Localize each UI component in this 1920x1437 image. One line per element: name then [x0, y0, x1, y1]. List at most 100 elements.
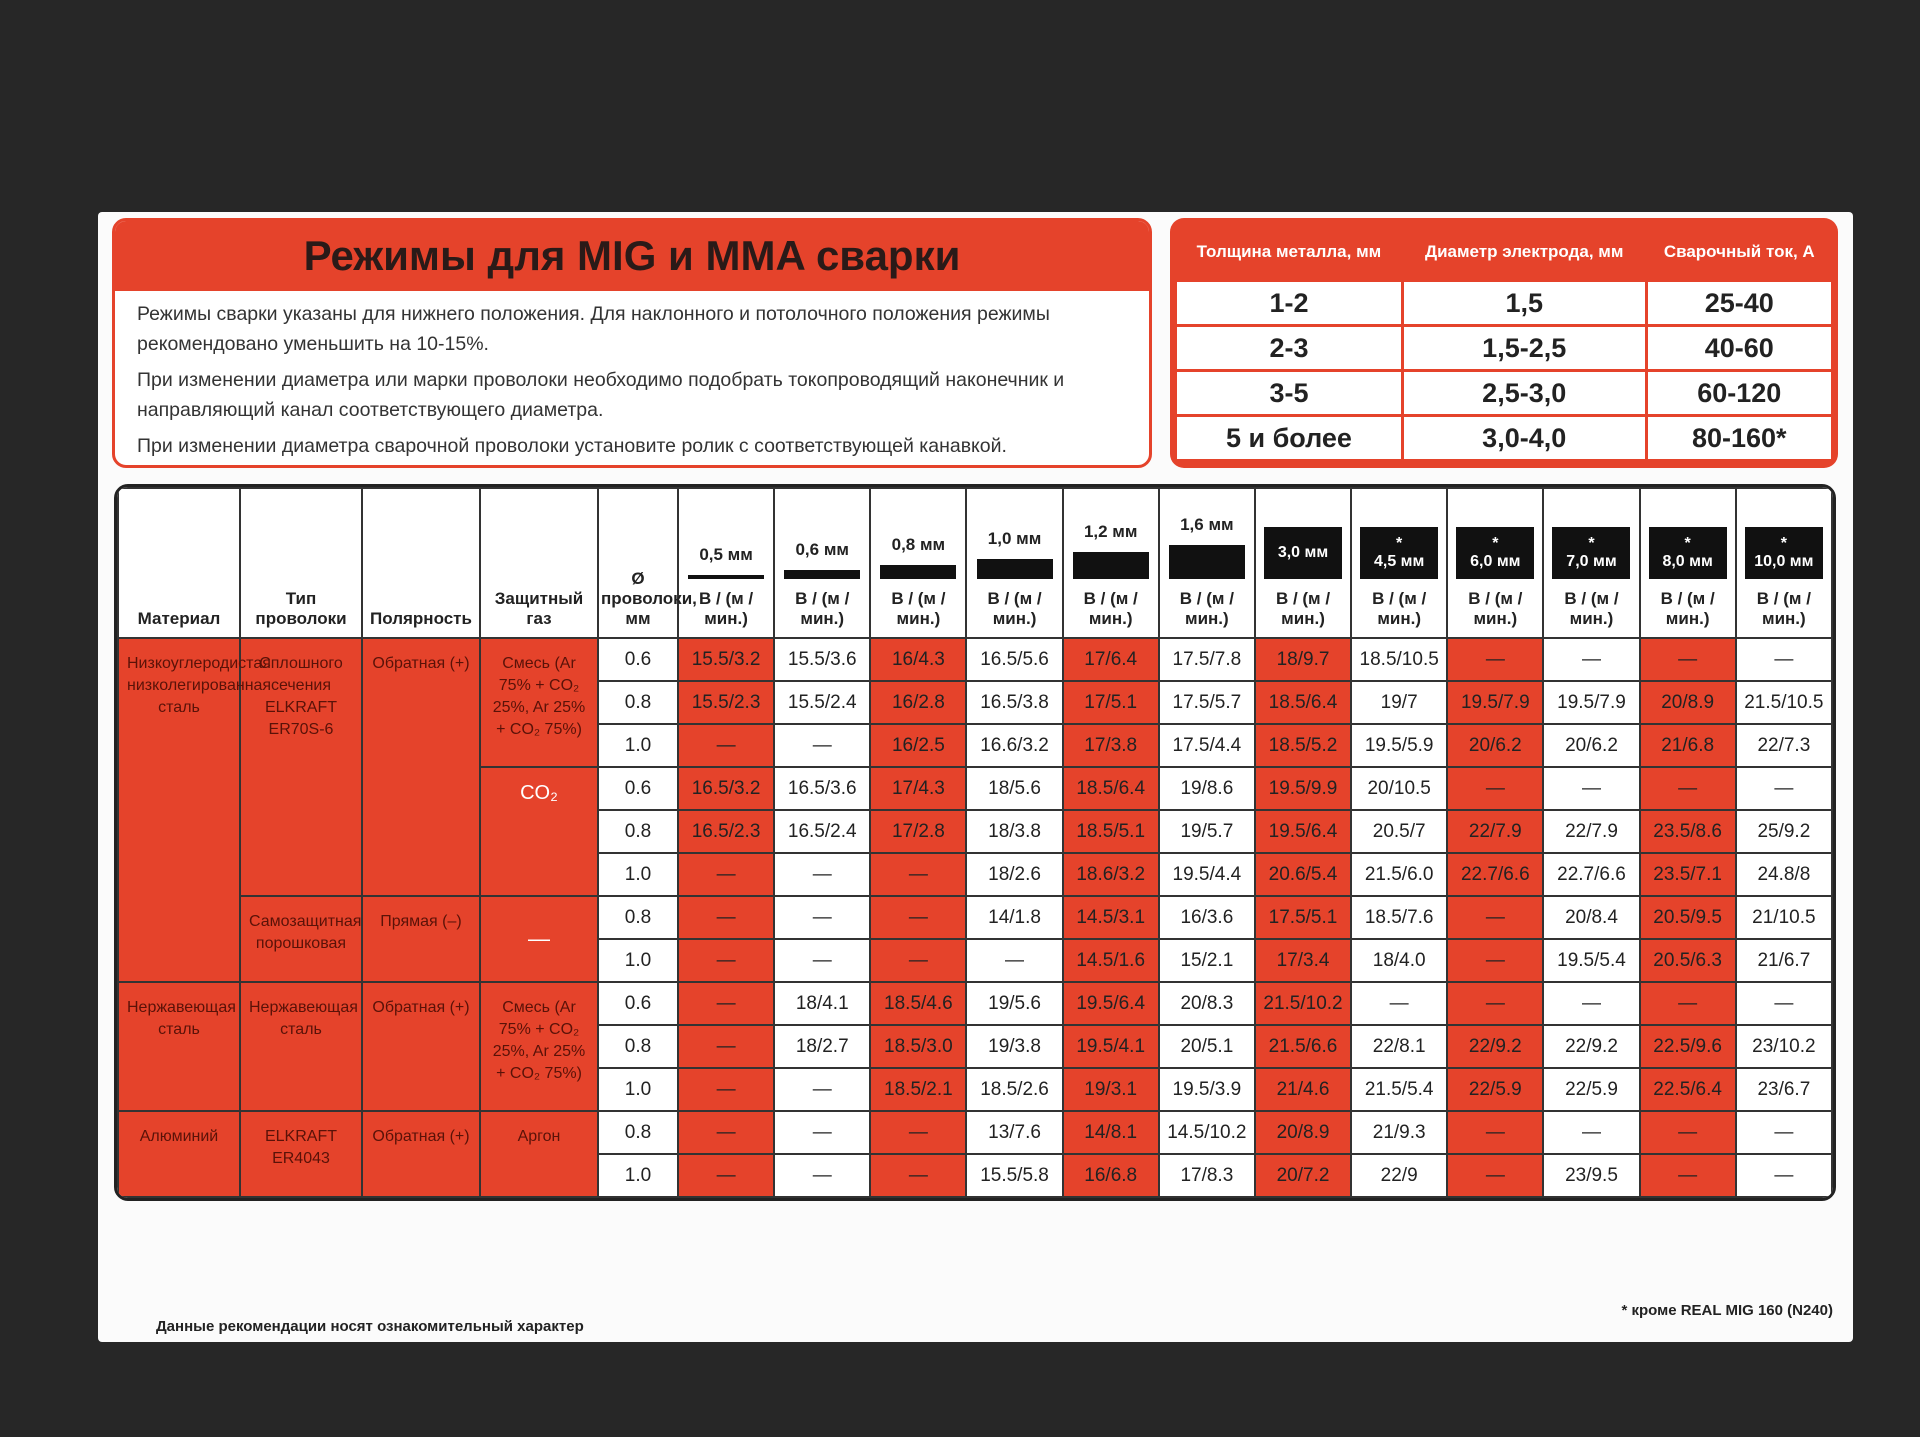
thickness-header: * 8,0 мм В / (м / мин.) [1638, 487, 1737, 639]
mode-value: — [773, 1110, 872, 1155]
thickness-header: 1,0 мм В / (м / мин.) [965, 487, 1064, 639]
mode-value: — [1734, 1153, 1833, 1198]
cell: 80-160* [1647, 417, 1831, 459]
mode-value: 22/7.9 [1446, 809, 1545, 854]
mode-value: 21.5/6.6 [1253, 1024, 1353, 1069]
mode-value: — [1350, 981, 1449, 1026]
main-table-frame: Материал Тип проволоки Полярность Защитный … [114, 484, 1836, 1201]
mode-value: — [676, 1024, 776, 1069]
mode-value: 19/3.1 [1061, 1067, 1160, 1112]
mode-value: 16.5/5.6 [965, 637, 1064, 682]
mode-value: — [1446, 981, 1545, 1026]
mode-value: — [676, 723, 776, 768]
mode-value: — [869, 938, 968, 983]
mode-value: 19.5/5.4 [1542, 938, 1641, 983]
data-row: Низкоуглеродистая низколегированная стал… [117, 637, 1833, 983]
thickness-label: 10,0 мм [1754, 553, 1814, 570]
polaritie: Прямая (–) [361, 895, 481, 983]
material: Низкоуглеродистая низколегированная стал… [117, 637, 271, 983]
mode-value: 16/3.6 [1157, 895, 1256, 940]
wire-diameter: 0.8 [597, 895, 679, 940]
mode-value: — [1446, 1110, 1545, 1155]
material: Алюминий [117, 1110, 241, 1198]
wire-diameter: 0.8 [597, 1024, 679, 1069]
thickness-icon [688, 575, 765, 579]
mode-value: — [869, 1110, 968, 1155]
mode-value: 16/2.8 [869, 680, 968, 725]
column-header: Сварочный ток, А [1663, 242, 1815, 261]
mode-value: 21/4.6 [1253, 1067, 1353, 1112]
mode-value: 17/3.4 [1253, 938, 1353, 983]
thickness-icon: * 7,0 мм [1552, 527, 1631, 579]
mode-value: 17/4.3 [869, 766, 968, 811]
mode-value: — [1734, 766, 1833, 811]
thickness-label: 7,0 мм [1566, 553, 1617, 570]
data-row: 0.8 16.5/2.3 16.5/2.4 17/2.8 18/3.8 18.5/5.1 1… [118, 809, 1833, 854]
mode-value: — [869, 852, 968, 897]
thickness-label: 0,8 мм [891, 535, 946, 554]
electrode-header: Толщина металла, мм Диаметр электрода, мм… [1177, 225, 1831, 279]
data-row: 0.8—18/2.7 18.5/3.0 19/3.8 19.5/4.1 20/5.1 21… [118, 1024, 1833, 1069]
column-header: Защитный газ [479, 487, 599, 639]
mode-value: 22/5.9 [1446, 1067, 1545, 1112]
thickness-label: 3,0 мм [1277, 544, 1329, 561]
mode-value: 18.5/10.5 [1350, 637, 1449, 682]
mode-value: 18.6/3.2 [1061, 852, 1160, 897]
electrode-table: Толщина металла, мм Диаметр электрода, мм… [1170, 218, 1838, 468]
unit: В / (м / мин.) [1083, 589, 1138, 628]
cell: 2,5-3,0 [1403, 372, 1645, 414]
mode-value: — [773, 895, 872, 940]
mode-value: 23.5/8.6 [1638, 809, 1737, 854]
cell: 1,5-2,5 [1403, 327, 1645, 369]
wire-diameter: 0.8 [597, 680, 679, 725]
mode-value: 18.5/2.6 [965, 1067, 1064, 1112]
unit: В / (м / мин.) [1468, 589, 1523, 628]
mode-value: 20/8.3 [1157, 981, 1256, 1026]
note: При изменении диаметра сварочной проволо… [137, 435, 1007, 457]
mode-value: 20/6.2 [1446, 723, 1545, 768]
mode-value: 22/9.2 [1542, 1024, 1641, 1069]
mode-value: 17.5/7.8 [1157, 637, 1256, 682]
mode-value: 19.5/4.1 [1061, 1024, 1160, 1069]
mode-value: 16.5/3.2 [676, 766, 776, 811]
mode-value: 17/2.8 [869, 809, 968, 854]
mode-value: 22.7/6.6 [1542, 852, 1641, 897]
mode-value: 22/9 [1350, 1153, 1449, 1198]
mode-value: 20.6/5.4 [1253, 852, 1353, 897]
footnote: * кроме REAL MIG 160 (N240) [1621, 1302, 1833, 1319]
mode-value: 16.5/3.6 [773, 766, 872, 811]
mode-value: 18/9.7 [1253, 637, 1353, 682]
mode-value: 18/4.1 [773, 981, 872, 1026]
mode-value: 19/5.6 [965, 981, 1064, 1026]
unit: В / (м / мин.) [987, 589, 1042, 628]
gase: CO₂ [479, 766, 599, 897]
data-row: CO₂ 0.6 16.5/3.2 16.5/3.6 17/4.3 18/5.6 18.5/6… [118, 766, 1833, 897]
wire-diameter: 0.6 [597, 981, 679, 1026]
thickness-label: 1,2 мм [1083, 522, 1138, 541]
mode-value: 16.5/2.4 [773, 809, 872, 854]
column-header: Диаметр электрода, мм [1424, 242, 1624, 261]
mode-value: 19/3.8 [965, 1024, 1064, 1069]
wire-diameter: 0.8 [597, 809, 679, 854]
mode-value: 18/4.0 [1350, 938, 1449, 983]
title: Режимы для MIG и MMA сварки [303, 232, 961, 279]
thickness-icon: * 4,5 мм [1360, 527, 1439, 579]
thickness-header: 3,0 мм В / (м / мин.) [1253, 487, 1353, 639]
mode-value: 21.5/10.5 [1734, 680, 1833, 725]
mode-value: — [1446, 637, 1545, 682]
polaritie: Обратная (+) [361, 1110, 481, 1198]
data-row: 1.0— — —18/2.6 18.6/3.2 19.5/4.4 20.6/5.4 21.5… [118, 852, 1833, 897]
unit: В / (м / мин.) [1372, 589, 1427, 628]
mode-value: 18/5.6 [965, 766, 1064, 811]
cell: 1-2 [1177, 282, 1401, 324]
wire-type: Самозащитная порошковая [239, 895, 363, 983]
mode-value: 22.7/6.6 [1446, 852, 1545, 897]
column-header: Полярность [361, 487, 481, 639]
mode-value: 16/2.5 [869, 723, 968, 768]
notes: Режимы сварки указаны для нижнего положе… [115, 291, 1149, 468]
mode-value: — [773, 723, 872, 768]
note: При использовании алюминиевой проволоки … [137, 467, 1127, 468]
unit: В / (м / мин.) [1660, 589, 1715, 628]
mode-value: 16.6/3.2 [965, 723, 1064, 768]
